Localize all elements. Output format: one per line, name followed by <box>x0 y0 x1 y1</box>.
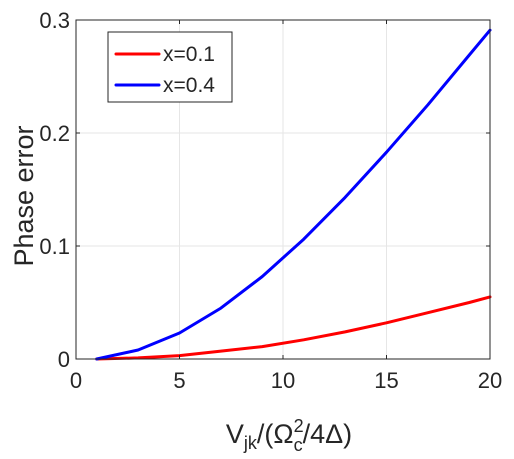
x-axis-label-omega-superscript: 2 <box>294 416 304 436</box>
x-tick-label: 0 <box>70 368 82 393</box>
ticks: 0 5 10 15 20 0 0.1 0.2 0.3 <box>39 8 502 393</box>
series-line-x04 <box>95 28 492 361</box>
x-axis-label-base-subscript: jk <box>243 433 258 453</box>
series-group <box>95 28 492 361</box>
legend-label-x01: x=0.1 <box>163 43 215 66</box>
x-axis-label-omega-subscript: c <box>294 435 303 455</box>
legend-box <box>107 31 233 103</box>
x-axis-label-base: V <box>226 419 244 449</box>
x-axis-label: Vjk/(Ω2 c/4Δ) <box>226 416 352 455</box>
x-tick-label: 20 <box>478 368 502 393</box>
y-axis-label: Phase error <box>9 125 39 266</box>
y-tick-label: 0.3 <box>39 8 70 33</box>
y-tick-label: 0 <box>58 347 70 372</box>
x-axis-label-open: /(Ω <box>257 419 294 449</box>
legend: x=0.1 x=0.4 <box>107 31 233 103</box>
y-tick-label: 0.2 <box>39 121 70 146</box>
series-line-x01 <box>95 295 492 361</box>
legend-label-x04: x=0.4 <box>163 74 215 97</box>
x-tick-label: 5 <box>173 368 185 393</box>
x-tick-label: 10 <box>271 368 295 393</box>
x-axis-label-close: /4Δ) <box>303 419 353 449</box>
x-tick-label: 15 <box>374 368 398 393</box>
y-tick-label: 0.1 <box>39 234 70 259</box>
